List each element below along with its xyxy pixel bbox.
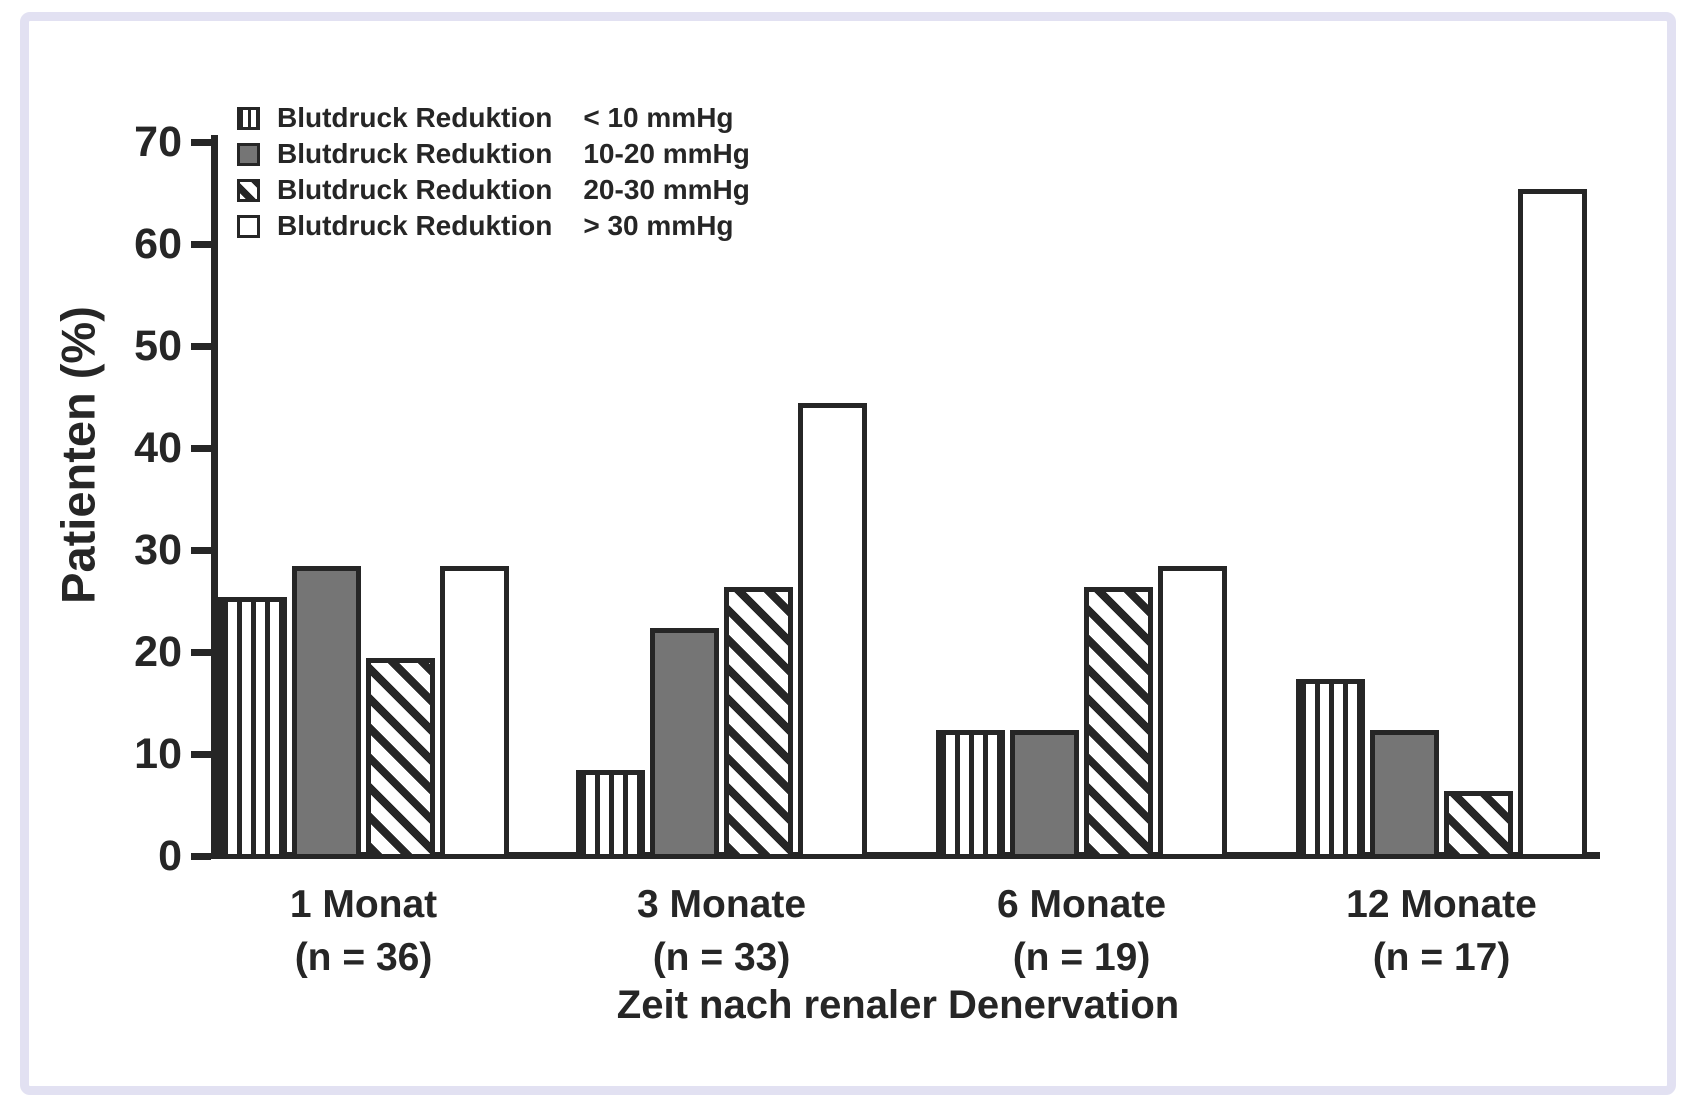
bar-vertical-stripes-1-monat xyxy=(218,597,287,859)
y-tick-label: 0 xyxy=(158,832,182,880)
bar-diagonal-stripes-1-monat xyxy=(366,658,435,859)
legend-series-name: Blutdruck Reduktion xyxy=(277,138,553,169)
legend-swatch-vertical-stripes xyxy=(237,106,260,130)
legend-series-name: Blutdruck Reduktion xyxy=(277,210,553,241)
bar-diagonal-stripes-6-monate xyxy=(1084,587,1153,859)
x-axis-line xyxy=(211,852,1600,859)
x-category-label: 3 Monate (n = 33) xyxy=(562,878,882,984)
x-category-name: 1 Monat xyxy=(289,883,438,926)
y-tick-mark xyxy=(191,139,211,146)
y-tick-label: 20 xyxy=(134,628,182,676)
bar-solid-gray-12-monate xyxy=(1370,730,1439,859)
legend: Blutdruck Reduktion < 10 mmHg Blutdruck Re… xyxy=(237,104,750,240)
legend-swatch-diagonal-stripes xyxy=(237,178,260,202)
legend-series-name: Blutdruck Reduktion xyxy=(277,174,553,205)
legend-series-range: > 30 mmHg xyxy=(583,210,734,241)
y-tick-mark xyxy=(191,241,211,248)
bar-solid-gray-6-monate xyxy=(1010,730,1079,859)
bar-white-12-monate xyxy=(1518,189,1587,859)
y-tick-mark xyxy=(191,751,211,758)
bar-vertical-stripes-6-monate xyxy=(936,730,1005,859)
bar-vertical-stripes-12-monate xyxy=(1296,679,1365,859)
legend-series-name: Blutdruck Reduktion xyxy=(277,102,553,133)
bar-solid-gray-3-monate xyxy=(650,628,719,859)
bar-white-6-monate xyxy=(1158,566,1227,859)
x-category-label: 12 Monate (n = 17) xyxy=(1282,878,1602,984)
y-tick-mark xyxy=(191,649,211,656)
bar-white-3-monate xyxy=(798,403,867,859)
x-category-label: 1 Monat (n = 36) xyxy=(204,878,524,984)
legend-series-range: 20-30 mmHg xyxy=(583,174,750,205)
x-category-name: 3 Monate xyxy=(636,883,807,926)
y-axis-title: Patienten (%) xyxy=(51,306,105,604)
bar-diagonal-stripes-3-monate xyxy=(724,587,793,859)
y-tick-mark xyxy=(191,853,211,860)
x-category-n: (n = 19) xyxy=(1012,936,1151,979)
x-axis-title: Zeit nach renaler Denervation xyxy=(616,983,1180,1027)
y-tick-mark xyxy=(191,547,211,554)
y-tick-label: 40 xyxy=(134,424,182,472)
legend-series-range: < 10 mmHg xyxy=(583,102,734,133)
y-tick-label: 70 xyxy=(134,118,182,166)
legend-swatch-white xyxy=(237,214,260,238)
y-tick-mark xyxy=(191,343,211,350)
y-axis-line xyxy=(211,135,218,859)
x-category-name: 12 Monate xyxy=(1346,883,1537,926)
bar-diagonal-stripes-12-monate xyxy=(1444,791,1513,859)
x-category-name: 6 Monate xyxy=(996,883,1167,926)
y-tick-label: 50 xyxy=(134,322,182,370)
x-category-label: 6 Monate (n = 19) xyxy=(922,878,1242,984)
bar-solid-gray-1-monat xyxy=(292,566,361,859)
legend-series-range: 10-20 mmHg xyxy=(583,138,750,169)
y-tick-label: 10 xyxy=(134,730,182,778)
x-category-n: (n = 36) xyxy=(294,936,433,979)
x-category-n: (n = 33) xyxy=(652,936,791,979)
bar-white-1-monat xyxy=(440,566,509,859)
bar-vertical-stripes-3-monate xyxy=(576,770,645,859)
legend-swatch-solid-gray xyxy=(237,142,260,166)
y-tick-mark xyxy=(191,445,211,452)
x-category-n: (n = 17) xyxy=(1372,936,1511,979)
y-tick-label: 60 xyxy=(134,220,182,268)
y-tick-label: 30 xyxy=(134,526,182,574)
